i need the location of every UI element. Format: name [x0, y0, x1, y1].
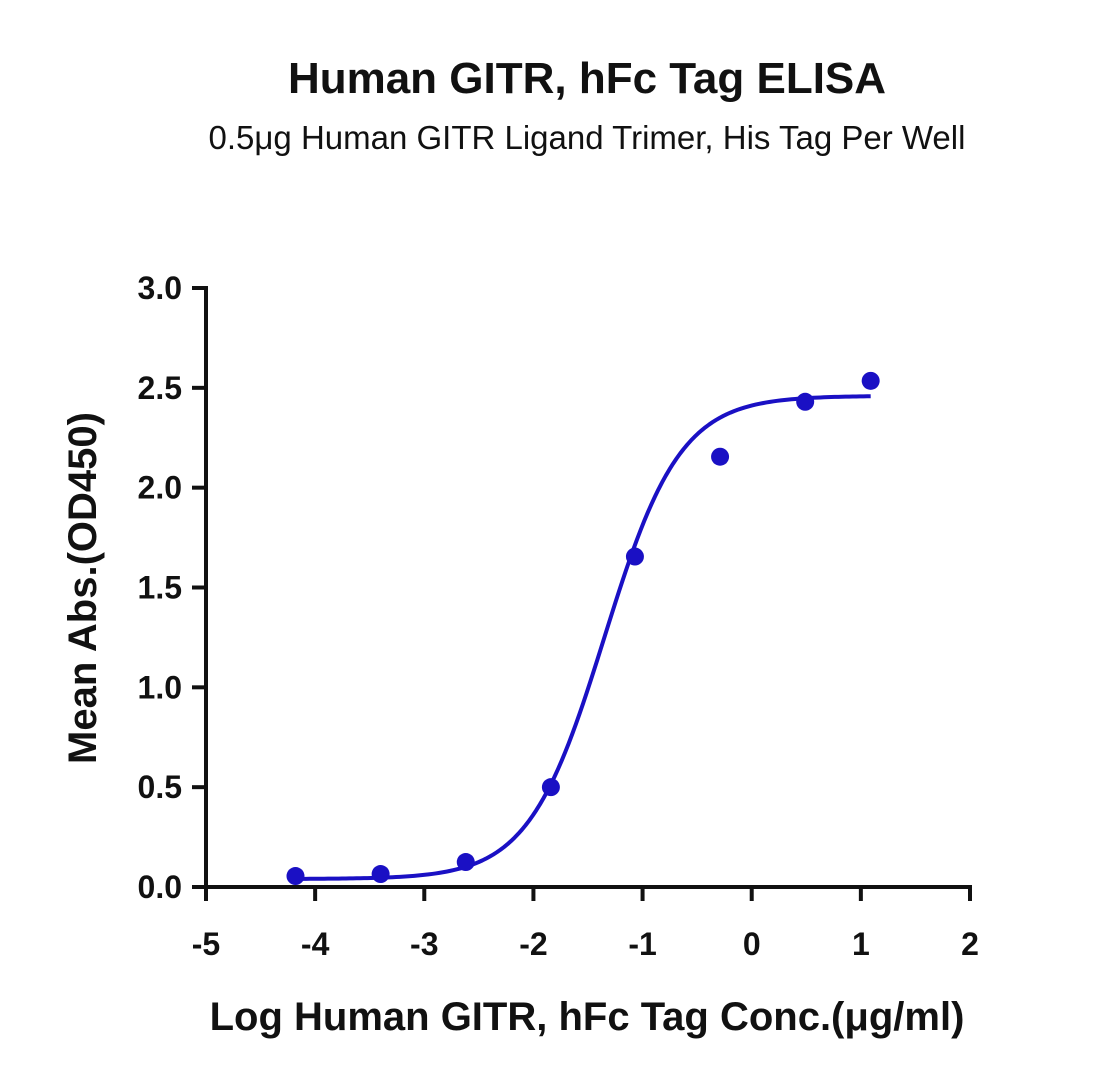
y-axis-label: Mean Abs.(OD450) [61, 412, 105, 764]
y-tick-label: 0.0 [138, 869, 182, 905]
chart-title: Human GITR, hFc Tag ELISA [288, 54, 886, 103]
chart-subtitle: 0.5μg Human GITR Ligand Trimer, His Tag … [209, 119, 966, 156]
x-tick-label: 2 [961, 926, 979, 962]
x-tick-label: -5 [192, 926, 220, 962]
data-point [861, 371, 880, 390]
y-tick-label: 1.5 [138, 570, 182, 606]
data-point [371, 865, 390, 884]
y-tick-label: 3.0 [138, 270, 182, 306]
data-point [286, 867, 305, 886]
x-tick-label: -4 [301, 926, 330, 962]
x-tick-label: -2 [519, 926, 547, 962]
x-axis-label: Log Human GITR, hFc Tag Conc.(μg/ml) [210, 995, 965, 1039]
y-tick-label: 2.5 [138, 370, 182, 406]
data-point [541, 778, 560, 797]
y-tick-label: 0.5 [138, 769, 182, 805]
x-tick-label: -1 [628, 926, 656, 962]
y-tick-label: 1.0 [138, 669, 182, 705]
x-tick-label: -3 [410, 926, 438, 962]
data-point [625, 547, 644, 566]
x-tick-label: 1 [852, 926, 870, 962]
plot-area: -5 -4 -3 -2 -1 0 1 2 0.0 0.5 1.0 1.5 2.0 2.5 3.0 [138, 270, 979, 962]
data-point [456, 853, 475, 872]
fit-curve [295, 394, 871, 881]
y-tick-label: 2.0 [138, 470, 182, 506]
x-tick-label: 0 [743, 926, 761, 962]
data-point [711, 447, 730, 466]
data-point [796, 392, 815, 411]
